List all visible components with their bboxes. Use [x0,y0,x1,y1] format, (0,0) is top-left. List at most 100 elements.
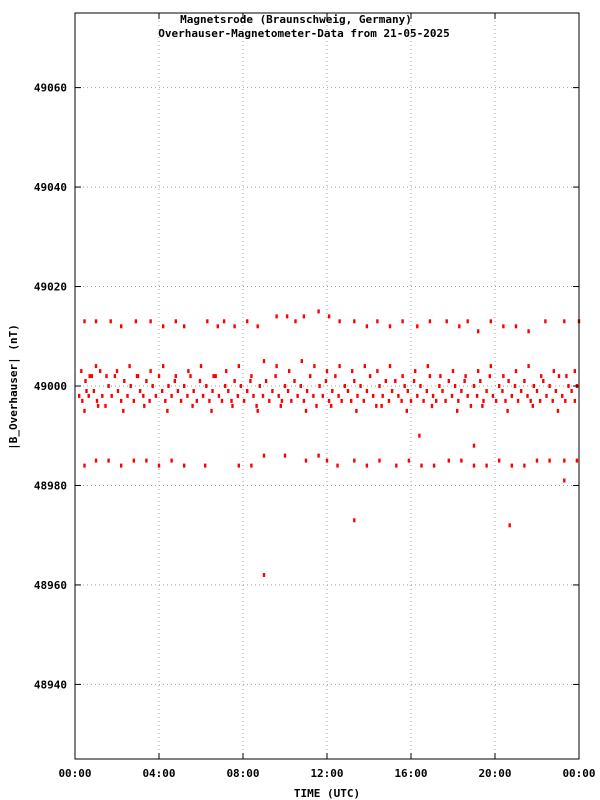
data-point [331,389,334,393]
data-point [375,403,378,408]
data-point [176,389,180,393]
data-point [122,408,125,413]
data-point [502,374,505,379]
data-point [187,369,190,374]
data-point [304,458,308,463]
data-point [166,408,169,413]
data-point [526,393,529,398]
data-point [458,324,461,329]
data-point [94,364,98,369]
data-point [179,398,183,403]
data-point [475,393,479,398]
data-point [460,458,463,463]
data-point [498,384,501,388]
chart-subtitle: Overhauser-Magnetometer-Data from 21-05-… [158,27,449,40]
data-point [365,324,369,329]
data-point [432,463,436,468]
data-point [416,324,419,329]
data-point [414,369,417,374]
data-point [162,324,165,329]
data-point [293,379,296,383]
y-tick-label: 49060 [34,82,67,95]
data-point [387,398,391,403]
data-point [256,408,259,413]
data-point [508,523,511,528]
data-point [99,369,102,374]
data-point [157,463,161,468]
data-point [191,403,194,408]
data-point [334,374,337,379]
data-point [390,389,394,393]
data-point [406,389,409,393]
data-point [208,398,211,403]
data-point [353,458,356,463]
data-point [280,398,284,403]
data-point [431,393,435,398]
data-point [439,374,442,379]
data-point [438,384,441,388]
data-point [154,393,158,398]
data-point [561,393,564,398]
data-point [258,384,261,388]
x-tick-label: 04:00 [142,767,175,780]
data-point [216,324,219,329]
data-point [403,384,406,388]
data-point [94,458,98,463]
data-point [225,369,228,374]
data-point [428,374,432,379]
data-point [363,364,366,369]
data-point [296,393,299,398]
data-point [376,319,379,324]
data-point [313,364,316,369]
data-point [113,374,117,379]
data-point [138,389,142,393]
data-point [388,364,392,369]
data-point [453,384,457,388]
data-point [164,398,167,403]
data-point [460,389,463,393]
data-point [149,319,152,324]
data-point [336,463,339,468]
data-point [237,463,240,468]
data-point [275,364,278,369]
data-point [441,389,444,393]
data-point [80,369,83,374]
data-point [183,324,186,329]
data-point [304,408,308,413]
data-point [128,364,131,369]
data-point [353,379,356,383]
chart-title: Magnetsrode (Braunschweig, Germany) [180,13,412,26]
data-point [535,389,539,393]
data-point [327,314,331,319]
data-point [485,389,488,393]
y-tick-label: 49000 [34,380,67,393]
data-point [380,403,383,408]
y-tick-label: 48980 [34,479,67,492]
data-point [426,364,429,369]
data-point [120,398,123,403]
data-point [85,389,88,393]
data-point [277,393,280,398]
data-point [545,393,548,398]
data-point [116,389,120,393]
data-point [422,398,425,403]
data-point [312,393,315,398]
data-point [428,319,432,324]
data-point [233,324,236,329]
data-point [346,389,350,393]
data-point [317,309,320,314]
data-point [557,374,561,379]
data-point [256,324,259,329]
data-point [353,518,356,523]
data-point [129,384,132,388]
data-point [262,453,266,458]
data-point [201,393,205,398]
data-point [463,379,466,383]
data-point [491,393,495,398]
data-point [365,389,369,393]
data-point [239,384,243,388]
data-point [338,319,341,324]
data-point [285,314,289,319]
data-point [205,384,208,388]
